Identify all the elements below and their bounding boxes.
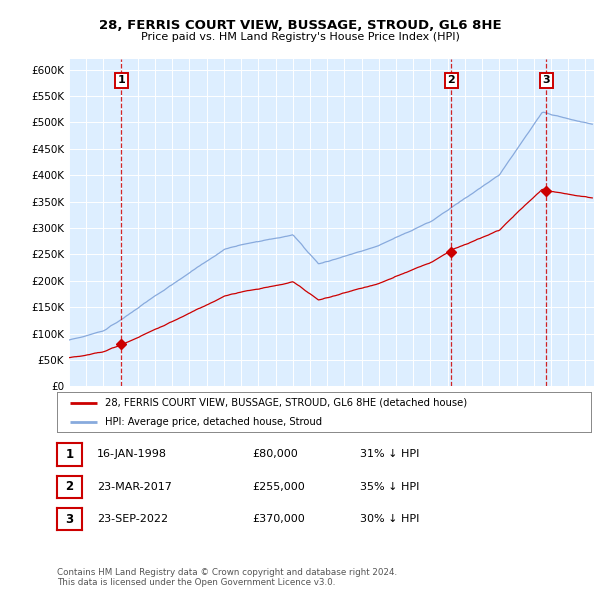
Text: 1: 1 [118,76,125,86]
Text: Contains HM Land Registry data © Crown copyright and database right 2024.
This d: Contains HM Land Registry data © Crown c… [57,568,397,587]
Text: 31% ↓ HPI: 31% ↓ HPI [360,450,419,459]
Text: 3: 3 [65,513,74,526]
Text: £255,000: £255,000 [252,482,305,491]
Text: 2: 2 [65,480,74,493]
Text: 16-JAN-1998: 16-JAN-1998 [97,450,167,459]
Text: 23-MAR-2017: 23-MAR-2017 [97,482,172,491]
Text: Price paid vs. HM Land Registry's House Price Index (HPI): Price paid vs. HM Land Registry's House … [140,32,460,42]
Text: 3: 3 [542,76,550,86]
Text: £80,000: £80,000 [252,450,298,459]
Text: 28, FERRIS COURT VIEW, BUSSAGE, STROUD, GL6 8HE (detached house): 28, FERRIS COURT VIEW, BUSSAGE, STROUD, … [105,398,467,408]
Text: £370,000: £370,000 [252,514,305,524]
Text: 35% ↓ HPI: 35% ↓ HPI [360,482,419,491]
Text: HPI: Average price, detached house, Stroud: HPI: Average price, detached house, Stro… [105,417,322,427]
Text: 30% ↓ HPI: 30% ↓ HPI [360,514,419,524]
Text: 23-SEP-2022: 23-SEP-2022 [97,514,169,524]
Text: 2: 2 [448,76,455,86]
Text: 1: 1 [65,448,74,461]
Text: 28, FERRIS COURT VIEW, BUSSAGE, STROUD, GL6 8HE: 28, FERRIS COURT VIEW, BUSSAGE, STROUD, … [98,19,502,32]
